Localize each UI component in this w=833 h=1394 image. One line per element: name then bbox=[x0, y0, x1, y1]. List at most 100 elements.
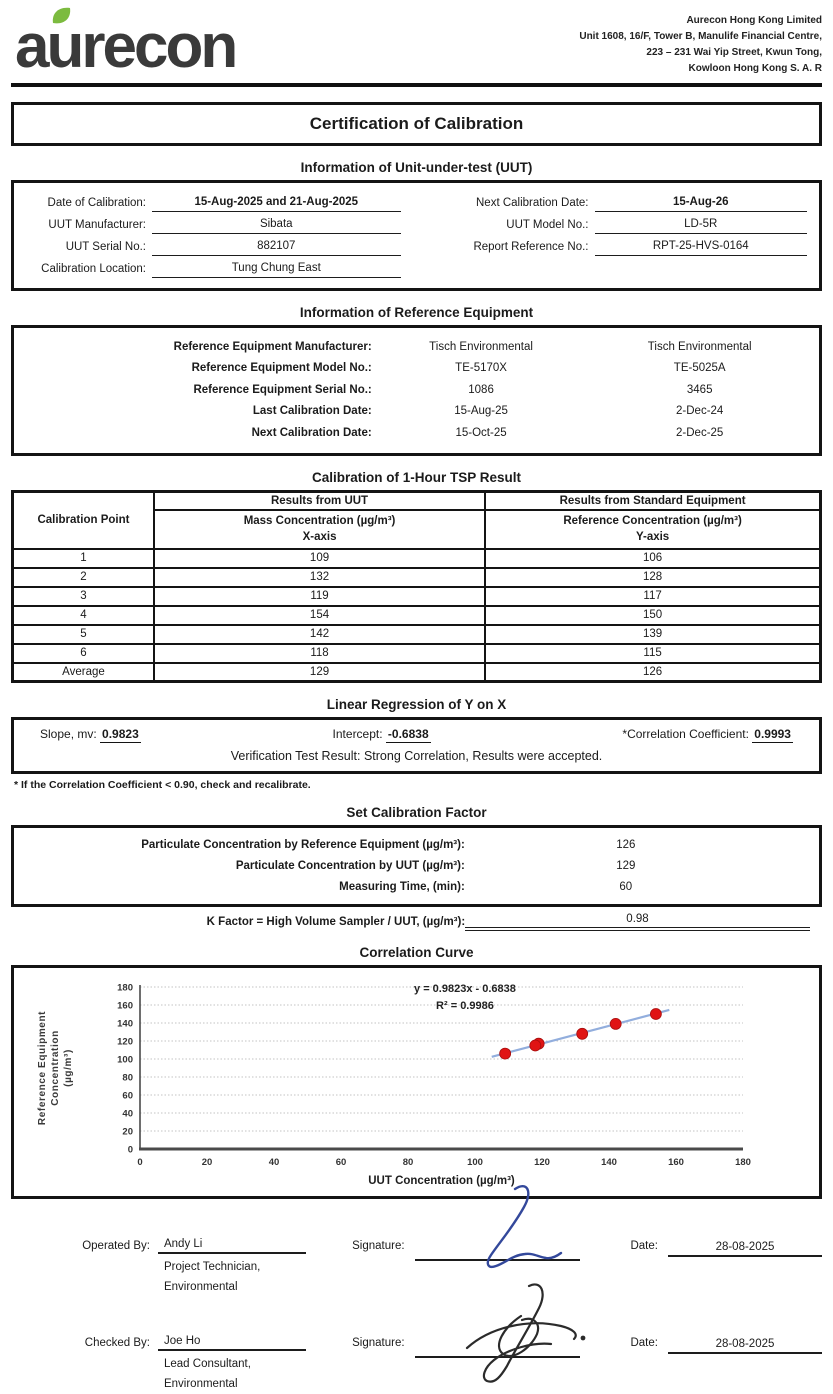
verification-result: Strong Correlation, Results were accepte… bbox=[363, 749, 603, 764]
std-value: 126 bbox=[484, 661, 822, 683]
data-point bbox=[529, 1039, 542, 1052]
checked-by-row: Checked By: Joe Ho Lead Consultant, Envi… bbox=[11, 1283, 822, 1394]
field-row: Next Calibration Date: 15-Aug-26 bbox=[427, 190, 807, 212]
field-value: 882107 bbox=[152, 240, 401, 256]
uut-value: 109 bbox=[152, 547, 487, 569]
operator-signature-line bbox=[414, 1185, 581, 1269]
svg-text:Reference Equipment: Reference Equipment bbox=[37, 1011, 48, 1125]
ref-row: Next Calibration Date: 15-Oct-25 2-Dec-2… bbox=[14, 422, 809, 444]
field-value: 15-Aug-2025 and 21-Aug-2025 bbox=[152, 196, 401, 212]
correlation-value: 0.9993 bbox=[752, 727, 793, 744]
svg-text:160: 160 bbox=[117, 1001, 133, 1012]
y-axis-label: Reference Equipment Concentration (µg/m³) bbox=[37, 1011, 74, 1125]
ref-equipment-heading: Information of Reference Equipment bbox=[299, 305, 534, 320]
field-value: Tung Chung East bbox=[152, 262, 401, 278]
field-value: LD-5R bbox=[594, 218, 807, 234]
slope-label: Slope, mv: bbox=[40, 727, 97, 742]
document-title: Certification of Calibration bbox=[11, 102, 822, 146]
verification-row: Verification Test Result: Strong Correla… bbox=[32, 749, 801, 763]
svg-text:180: 180 bbox=[117, 983, 133, 994]
header-divider bbox=[11, 83, 822, 87]
logo-wordmark: aurecon bbox=[15, 12, 238, 81]
operator-name-block: Andy Li Project Technician, Environmenta… bbox=[157, 1223, 307, 1297]
correlation-chart-box: 0 20 40 60 80 100 120 140 160 180 0 20 40 60 80 100 120 1… bbox=[11, 965, 822, 1200]
operated-date: 28-08-2025 bbox=[667, 1223, 822, 1258]
correlation-footnote: * If the Correlation Coefficient < 0.90,… bbox=[14, 779, 311, 792]
ref-label: Reference Equipment Manufacturer: bbox=[173, 340, 372, 353]
tsp-std-header: Results from Standard Equipment bbox=[484, 490, 822, 511]
table-row: 3 119 117 bbox=[11, 585, 822, 607]
uut-value: 118 bbox=[152, 642, 487, 664]
ref-value-2: Tisch Environmental bbox=[647, 340, 752, 353]
data-point bbox=[609, 1018, 622, 1031]
regression-values-row: Slope, mv: 0.9823 Intercept: -0.6838 *Co… bbox=[32, 727, 801, 744]
svg-text:180: 180 bbox=[735, 1157, 751, 1168]
tsp-subheader-row: Mass Concentration (µg/m³) X-axis Refere… bbox=[13, 508, 822, 550]
table-row: 6 118 115 bbox=[11, 642, 822, 664]
tsp-std-axis: Y-axis bbox=[635, 531, 670, 544]
correlation-item: *Correlation Coefficient: 0.9993 bbox=[622, 727, 793, 744]
correlation-label: *Correlation Coefficient: bbox=[622, 727, 749, 742]
ref-value-2: TE-5025A bbox=[673, 362, 726, 375]
leaf-icon bbox=[49, 5, 75, 34]
field-value: RPT-25-HVS-0164 bbox=[594, 240, 807, 256]
signature-label: Signature: bbox=[352, 1336, 405, 1349]
svg-text:40: 40 bbox=[122, 1109, 133, 1120]
uut-section-heading: Information of Unit-under-test (UUT) bbox=[300, 160, 533, 175]
operator-title-line1: Project Technician, bbox=[163, 1261, 261, 1274]
ref-row: Last Calibration Date: 15-Aug-25 2-Dec-2… bbox=[14, 401, 809, 423]
std-value: 106 bbox=[484, 547, 822, 569]
field-label: UUT Model No.: bbox=[506, 219, 589, 231]
tsp-result-table: Calibration Point Results from UUT Resul… bbox=[11, 489, 822, 684]
field-row: Report Reference No.: RPT-25-HVS-0164 bbox=[427, 234, 807, 256]
operator-name: Andy Li bbox=[157, 1223, 307, 1255]
calibration-factor-heading: Set Calibration Factor bbox=[346, 805, 487, 821]
uut-info-right-column: Next Calibration Date: 15-Aug-26 UUT Mod… bbox=[427, 190, 807, 278]
svg-text:60: 60 bbox=[336, 1157, 347, 1168]
uut-value: 129 bbox=[152, 661, 487, 683]
field-label: UUT Manufacturer: bbox=[48, 219, 146, 231]
field-label: Calibration Location: bbox=[41, 263, 146, 275]
tsp-uut-header: Results from UUT bbox=[152, 490, 487, 511]
uut-info-box: Date of Calibration: 15-Aug-2025 and 21-… bbox=[11, 180, 822, 291]
ref-value-1: Tisch Environmental bbox=[429, 340, 533, 353]
field-row: UUT Manufacturer: Sibata bbox=[20, 212, 401, 234]
svg-text:160: 160 bbox=[668, 1157, 684, 1168]
r-squared-label: R² = 0.9986 bbox=[436, 1000, 494, 1012]
intercept-item: Intercept: -0.6838 bbox=[333, 727, 431, 744]
calibration-point: 4 bbox=[11, 604, 155, 626]
ref-value-2: 2-Dec-25 bbox=[676, 426, 724, 439]
calibration-point: 6 bbox=[11, 642, 155, 664]
svg-text:100: 100 bbox=[117, 1055, 133, 1066]
std-value: 128 bbox=[484, 566, 822, 588]
field-label: UUT Serial No.: bbox=[65, 241, 146, 253]
ref-equipment-box: Reference Equipment Manufacturer: Tisch … bbox=[11, 325, 822, 456]
table-row: 4 154 150 bbox=[11, 604, 822, 626]
trendline-equation: y = 0.9823x - 0.6838 bbox=[414, 983, 516, 995]
ref-value-1: 1086 bbox=[468, 383, 494, 396]
slope-value: 0.9823 bbox=[100, 727, 141, 744]
calibration-point: 5 bbox=[11, 623, 155, 645]
tsp-col0-header: Calibration Point bbox=[11, 490, 155, 550]
date-label: Date: bbox=[630, 1240, 658, 1253]
scf-value: 60 bbox=[619, 880, 633, 893]
uut-value: 119 bbox=[152, 585, 487, 607]
calibration-point: Average bbox=[11, 661, 155, 683]
scf-label: Particulate Concentration by UUT (µg/m³)… bbox=[235, 859, 465, 872]
date-label: Date: bbox=[630, 1336, 658, 1349]
svg-text:120: 120 bbox=[117, 1037, 133, 1048]
chart-heading: Correlation Curve bbox=[359, 945, 474, 961]
address-line: Aurecon Hong Kong Limited bbox=[686, 15, 822, 26]
uut-info-left-column: Date of Calibration: 15-Aug-2025 and 21-… bbox=[20, 190, 401, 278]
ref-row: Reference Equipment Model No.: TE-5170X … bbox=[14, 358, 809, 380]
calibration-factor-box: Particulate Concentration by Reference E… bbox=[11, 825, 822, 908]
svg-text:0: 0 bbox=[137, 1157, 142, 1168]
uut-value: 154 bbox=[152, 604, 487, 626]
svg-text:40: 40 bbox=[269, 1157, 280, 1168]
tsp-std-subheader: Reference Concentration (µg/m³) Y-axis bbox=[484, 508, 822, 550]
regression-box: Slope, mv: 0.9823 Intercept: -0.6838 *Co… bbox=[11, 717, 822, 775]
signature-section: Operated By: Andy Li Project Technician,… bbox=[11, 1185, 822, 1394]
uut-value: 132 bbox=[152, 566, 487, 588]
field-row: Date of Calibration: 15-Aug-2025 and 21-… bbox=[20, 190, 401, 212]
